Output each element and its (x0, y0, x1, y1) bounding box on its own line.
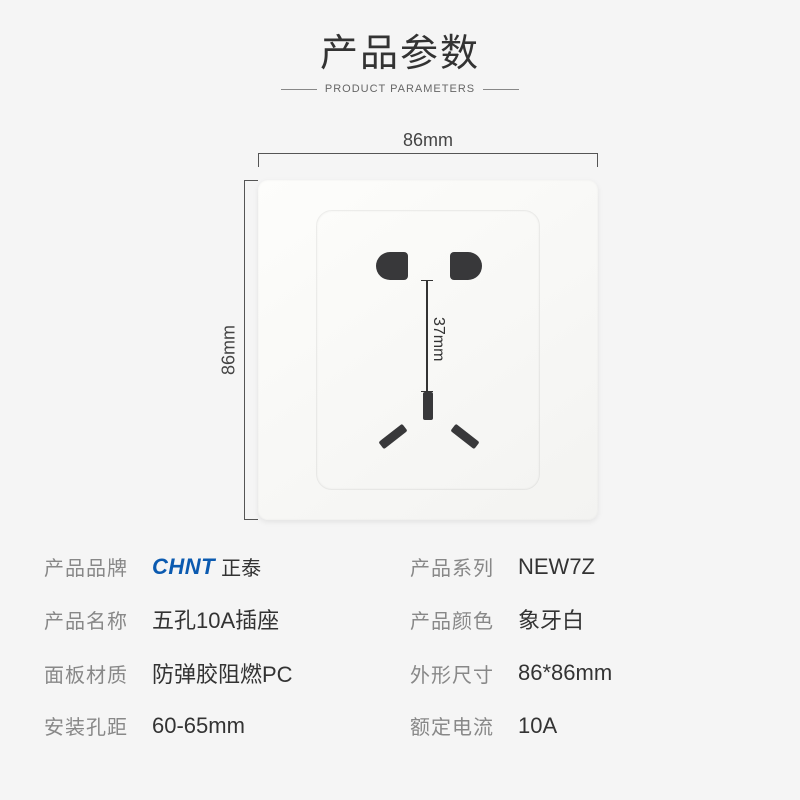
divider-right (483, 89, 519, 90)
spec-label: 产品系列 (410, 552, 510, 581)
spec-row: 面板材质防弹胶阻燃PC (44, 657, 390, 689)
spec-label: 外形尺寸 (410, 659, 510, 688)
dimension-spacing-bar (426, 280, 428, 392)
spec-label: 安装孔距 (44, 711, 144, 740)
page-subtitle: PRODUCT PARAMETERS (325, 83, 475, 95)
brand-logo-text: CHNT (152, 554, 215, 580)
spec-value: 防弹胶阻燃PC (152, 657, 293, 689)
spec-row: 外形尺寸 86*86mm (410, 657, 756, 689)
brand-name-zh: 正泰 (221, 552, 261, 581)
two-pin-right (450, 252, 482, 280)
spec-value: 60-65mm (152, 713, 245, 739)
spec-value: 86*86mm (518, 660, 612, 686)
subtitle-row: PRODUCT PARAMETERS (0, 83, 800, 95)
two-pin-left (376, 252, 408, 280)
product-diagram: 86mm 86mm 37mm (170, 130, 630, 530)
dimension-width-label: 86mm (258, 130, 598, 151)
spec-row: 产品名称五孔10A插座 (44, 603, 390, 635)
dimension-width: 86mm (258, 130, 598, 171)
three-pin-ground (423, 392, 433, 420)
spec-row: 安装孔距 60-65mm (44, 711, 390, 740)
spec-table: 产品品牌CHNT正泰产品系列NEW7Z产品名称五孔10A插座产品颜色象牙白面板材… (44, 552, 756, 740)
brand-logo: CHNT正泰 (152, 552, 261, 581)
dimension-height: 86mm (214, 180, 254, 520)
spec-label: 产品颜色 (410, 605, 510, 634)
spec-row: 额定电流 10A (410, 711, 756, 740)
spec-row: 产品颜色象牙白 (410, 603, 756, 635)
spec-value: 五孔10A插座 (152, 603, 279, 635)
dimension-spacing-label: 37mm (429, 317, 447, 361)
spec-row: 产品品牌 CHNT正泰 (44, 552, 390, 581)
spec-value: NEW7Z (518, 554, 595, 580)
socket-panel: 37mm (258, 180, 598, 520)
spec-label: 面板材质 (44, 659, 144, 688)
socket-inner-frame (316, 210, 540, 490)
divider-left (281, 89, 317, 90)
spec-value: CHNT正泰 (152, 552, 261, 581)
spec-label: 额定电流 (410, 711, 510, 740)
spec-label: 产品品牌 (44, 552, 144, 581)
spec-row: 产品系列 NEW7Z (410, 552, 756, 581)
spec-value: 10A (518, 713, 557, 739)
dimension-width-bar (258, 153, 598, 171)
header: 产品参数 PRODUCT PARAMETERS (0, 0, 800, 95)
spec-label: 产品名称 (44, 605, 144, 634)
dimension-height-label: 86mm (219, 325, 240, 375)
page-title: 产品参数 (0, 22, 800, 77)
spec-value: 象牙白 (518, 603, 584, 635)
